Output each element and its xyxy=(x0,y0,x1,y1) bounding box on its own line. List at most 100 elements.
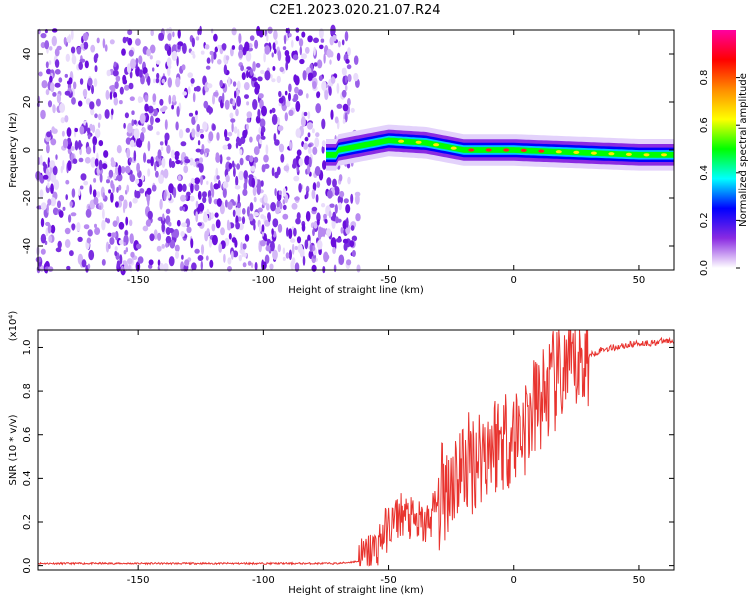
y-tick-label: 0.8 xyxy=(22,383,33,399)
noise-speckle xyxy=(252,99,258,110)
noise-speckle xyxy=(173,187,177,199)
noise-speckle xyxy=(236,201,242,209)
noise-speckle xyxy=(118,165,122,176)
noise-speckle xyxy=(278,97,284,104)
noise-speckle xyxy=(296,236,302,244)
noise-speckle xyxy=(184,259,190,267)
noise-speckle xyxy=(61,130,65,137)
noise-speckle xyxy=(84,157,91,164)
noise-speckle xyxy=(338,202,342,211)
noise-speckle xyxy=(266,34,269,42)
noise-speckle xyxy=(316,91,321,98)
noise-speckle xyxy=(163,263,169,272)
noise-speckle xyxy=(247,260,252,266)
noise-speckle xyxy=(195,211,199,223)
noise-speckle xyxy=(148,264,153,269)
noise-speckle xyxy=(227,143,232,150)
noise-speckle xyxy=(165,242,169,248)
noise-speckle xyxy=(227,131,233,137)
noise-speckle xyxy=(311,70,317,78)
noise-speckle xyxy=(119,86,124,95)
signal-hotspot xyxy=(555,150,562,154)
snr-y-axis-label: SNR (10 * v/v) xyxy=(8,414,19,485)
noise-speckle xyxy=(304,136,309,142)
noise-speckle xyxy=(69,250,74,257)
noise-speckle xyxy=(298,183,302,193)
noise-speckle xyxy=(168,221,172,227)
noise-speckle xyxy=(338,174,343,182)
noise-speckle xyxy=(288,92,291,102)
noise-speckle xyxy=(249,35,255,41)
noise-speckle xyxy=(177,29,181,39)
noise-speckle xyxy=(350,107,355,113)
noise-speckle xyxy=(190,182,194,194)
noise-speckle xyxy=(349,240,355,248)
noise-speckle xyxy=(335,216,339,224)
noise-speckle xyxy=(235,206,241,217)
signal-hotspot xyxy=(643,153,650,157)
noise-speckle xyxy=(191,128,196,138)
signal-band-contour xyxy=(326,137,674,158)
noise-speckle xyxy=(182,91,188,96)
noise-speckle xyxy=(265,203,270,211)
noise-speckle xyxy=(324,254,330,260)
noise-speckle xyxy=(263,154,269,163)
noise-speckle xyxy=(160,146,164,151)
noise-speckle xyxy=(211,187,215,198)
noise-speckle xyxy=(241,72,246,81)
spectrogram-y-ticks: 40 20 0 -20 -40 xyxy=(22,48,674,254)
noise-speckle xyxy=(167,192,171,199)
noise-speckle xyxy=(221,43,227,51)
colorbar-ticks: 0.0 0.2 0.4 0.6 0.8 xyxy=(699,70,740,276)
y-tick-label: 0.2 xyxy=(22,514,33,530)
noise-speckle xyxy=(47,198,52,206)
noise-speckle xyxy=(96,191,101,198)
signal-hotspot xyxy=(485,148,492,152)
noise-speckle xyxy=(39,189,44,198)
noise-speckle xyxy=(176,56,179,67)
noise-speckle xyxy=(283,34,287,45)
noise-speckle xyxy=(297,89,303,96)
noise-speckle xyxy=(272,66,276,71)
noise-speckle xyxy=(219,204,225,215)
noise-speckle xyxy=(184,158,191,164)
noise-speckle xyxy=(129,219,133,227)
noise-speckle xyxy=(334,204,338,214)
noise-speckle xyxy=(204,148,210,154)
noise-speckle xyxy=(50,82,55,93)
noise-speckle xyxy=(70,46,76,54)
noise-speckle xyxy=(150,29,154,37)
noise-speckle xyxy=(133,119,137,125)
noise-speckle xyxy=(91,84,94,95)
noise-speckle xyxy=(89,101,95,110)
noise-speckle xyxy=(85,208,92,218)
noise-speckle xyxy=(227,266,232,272)
noise-speckle xyxy=(167,67,171,77)
spectrogram-heatmap xyxy=(35,24,674,276)
noise-speckle xyxy=(269,263,274,270)
noise-speckle xyxy=(41,80,48,89)
signal-hotspot xyxy=(415,140,422,144)
noise-speckle xyxy=(79,125,85,135)
snr-panel: -150 -100 -50 0 50 0.0 0.2 0.4 0.6 0.8 1.0 Height… xyxy=(8,311,675,596)
noise-speckle xyxy=(146,48,152,57)
noise-speckle xyxy=(312,254,317,259)
noise-speckle xyxy=(94,158,99,167)
noise-speckle xyxy=(204,230,209,242)
noise-speckle xyxy=(85,146,92,155)
noise-speckle xyxy=(212,94,215,105)
noise-speckle xyxy=(136,138,141,148)
noise-speckle xyxy=(143,152,147,163)
noise-speckle xyxy=(110,192,114,203)
noise-speckle xyxy=(246,117,251,123)
noise-speckle xyxy=(313,221,318,229)
noise-speckle xyxy=(74,127,78,133)
noise-speckle xyxy=(323,213,327,220)
noise-speckle xyxy=(126,258,133,265)
noise-speckle xyxy=(135,178,140,185)
noise-speckle xyxy=(227,257,232,265)
noise-speckle xyxy=(278,90,282,98)
noise-speckle xyxy=(118,194,125,202)
noise-speckle xyxy=(185,127,190,133)
noise-speckle xyxy=(336,103,343,109)
